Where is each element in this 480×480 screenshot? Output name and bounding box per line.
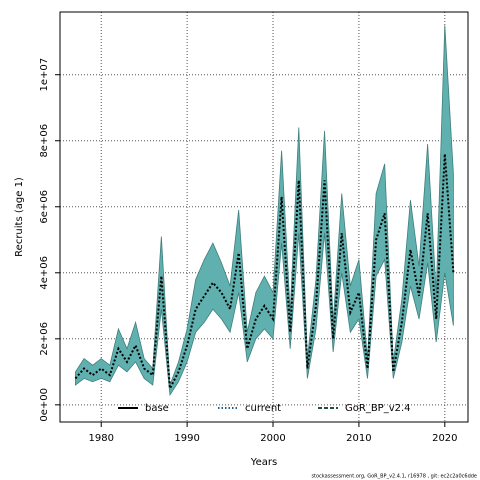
legend-label: GoR_BP_v2.4 [345,403,411,414]
y-tick-label: 2e+06 [39,322,50,356]
y-tick-label: 6e+06 [39,190,50,224]
x-tick-label: 1980 [89,433,114,444]
x-tick-label: 2000 [260,433,285,444]
y-tick-label: 0e+00 [39,388,50,422]
y-tick-label: 4e+06 [39,256,50,290]
x-axis-label: Years [250,457,277,468]
x-tick-label: 2020 [432,433,457,444]
footer: stockassessment.org, GoR_BP_v2.4.1, r169… [311,474,477,480]
x-tick-label: 1990 [174,433,199,444]
x-tick-label: 2010 [346,433,371,444]
legend-label: base [145,403,169,414]
plot-frame [59,11,469,423]
line [74,153,455,392]
y-axis-label: Recruits (age 1) [14,177,25,257]
legend-label: current [245,403,281,414]
confidence-band [75,25,454,397]
y-tick-label: 1e+07 [39,58,50,92]
y-tick-label: 8e+06 [39,124,50,158]
